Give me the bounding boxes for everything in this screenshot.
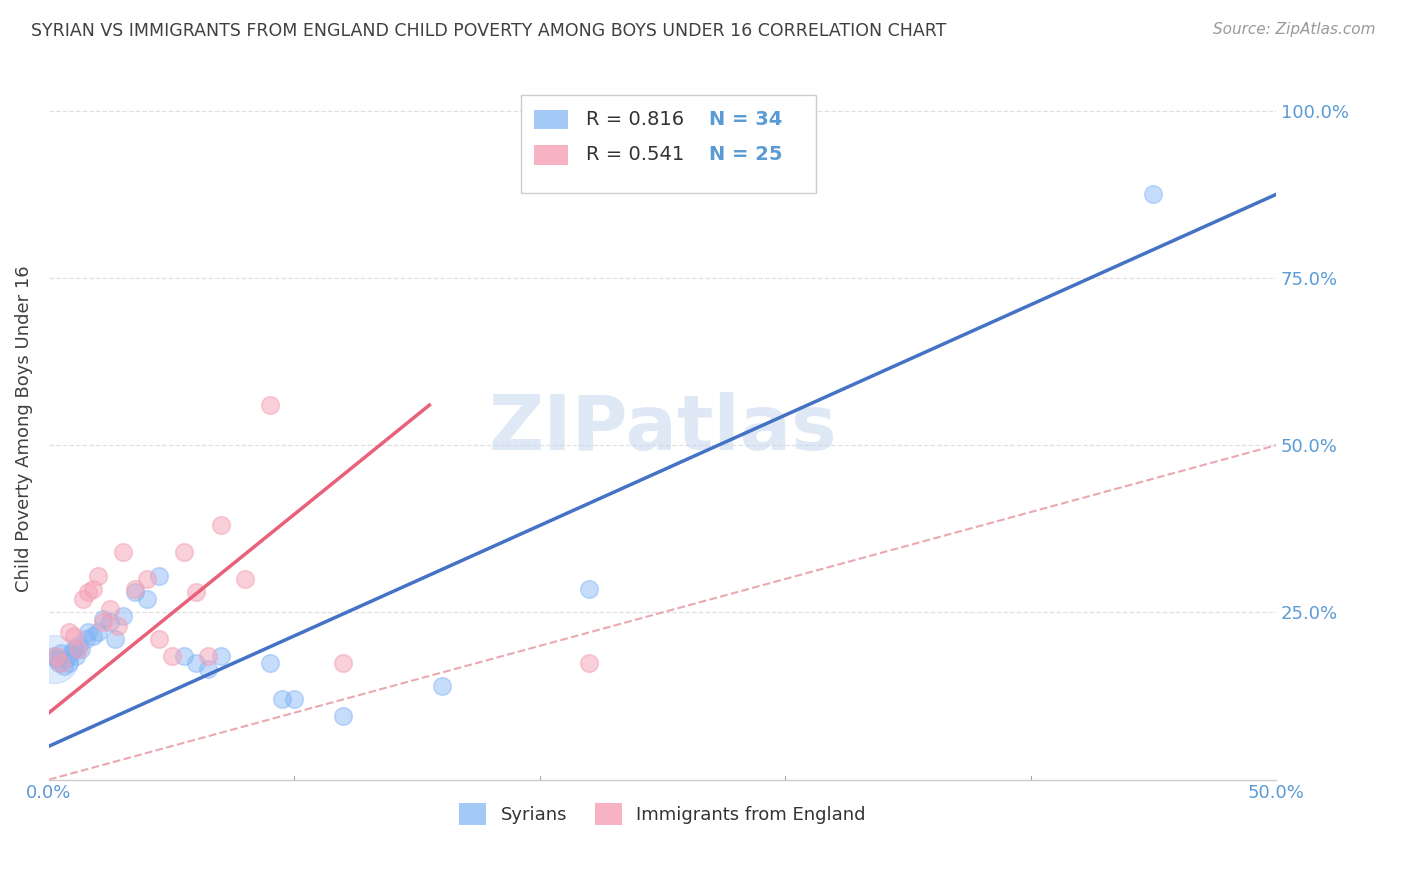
FancyBboxPatch shape	[534, 145, 568, 164]
Point	[209, 518, 232, 533]
Point	[82, 629, 104, 643]
Point	[1142, 187, 1164, 202]
Point	[259, 398, 281, 412]
Point	[578, 582, 600, 596]
Point	[186, 585, 208, 599]
Point	[42, 648, 65, 663]
Point	[111, 545, 134, 559]
Point	[51, 656, 73, 670]
Point	[104, 632, 127, 647]
Point	[48, 656, 70, 670]
Point	[98, 615, 121, 630]
Point	[72, 592, 94, 607]
Point	[124, 585, 146, 599]
Point	[58, 656, 80, 670]
Point	[60, 646, 83, 660]
Text: R = 0.816: R = 0.816	[586, 110, 685, 129]
Y-axis label: Child Poverty Among Boys Under 16: Child Poverty Among Boys Under 16	[15, 265, 32, 591]
Point	[91, 612, 114, 626]
Point	[67, 642, 90, 657]
Point	[87, 625, 110, 640]
Point	[45, 648, 67, 663]
Point	[87, 568, 110, 582]
Point	[186, 656, 208, 670]
Point	[82, 582, 104, 596]
Point	[58, 625, 80, 640]
Point	[148, 568, 170, 582]
Text: Source: ZipAtlas.com: Source: ZipAtlas.com	[1212, 22, 1375, 37]
Point	[259, 656, 281, 670]
Point	[75, 632, 97, 647]
Point	[209, 648, 232, 663]
Point	[173, 545, 195, 559]
Point	[111, 608, 134, 623]
Point	[136, 572, 159, 586]
Text: ZIPatlas: ZIPatlas	[488, 392, 837, 466]
Point	[430, 679, 453, 693]
Point	[173, 648, 195, 663]
Point	[62, 642, 84, 657]
Point	[65, 648, 87, 663]
Point	[578, 656, 600, 670]
Legend: Syrians, Immigrants from England: Syrians, Immigrants from England	[450, 794, 875, 834]
Point	[55, 652, 77, 666]
Point	[77, 585, 100, 599]
Point	[91, 615, 114, 630]
Point	[62, 629, 84, 643]
Point	[271, 692, 294, 706]
Point	[51, 646, 73, 660]
Text: N = 25: N = 25	[709, 145, 783, 164]
Point	[197, 662, 219, 676]
Text: N = 34: N = 34	[709, 110, 783, 129]
Point	[42, 652, 65, 666]
Point	[77, 625, 100, 640]
Text: R = 0.541: R = 0.541	[586, 145, 685, 164]
Point	[70, 642, 93, 657]
Point	[107, 619, 129, 633]
FancyBboxPatch shape	[522, 95, 815, 194]
Point	[124, 582, 146, 596]
FancyBboxPatch shape	[534, 110, 568, 129]
Point	[332, 709, 354, 723]
Point	[136, 592, 159, 607]
Point	[52, 659, 75, 673]
Point	[233, 572, 256, 586]
Point	[160, 648, 183, 663]
Point	[98, 602, 121, 616]
Point	[197, 648, 219, 663]
Point	[45, 652, 67, 666]
Point	[283, 692, 305, 706]
Point	[67, 639, 90, 653]
Point	[725, 117, 748, 131]
Point	[332, 656, 354, 670]
Point	[148, 632, 170, 647]
Text: SYRIAN VS IMMIGRANTS FROM ENGLAND CHILD POVERTY AMONG BOYS UNDER 16 CORRELATION : SYRIAN VS IMMIGRANTS FROM ENGLAND CHILD …	[31, 22, 946, 40]
